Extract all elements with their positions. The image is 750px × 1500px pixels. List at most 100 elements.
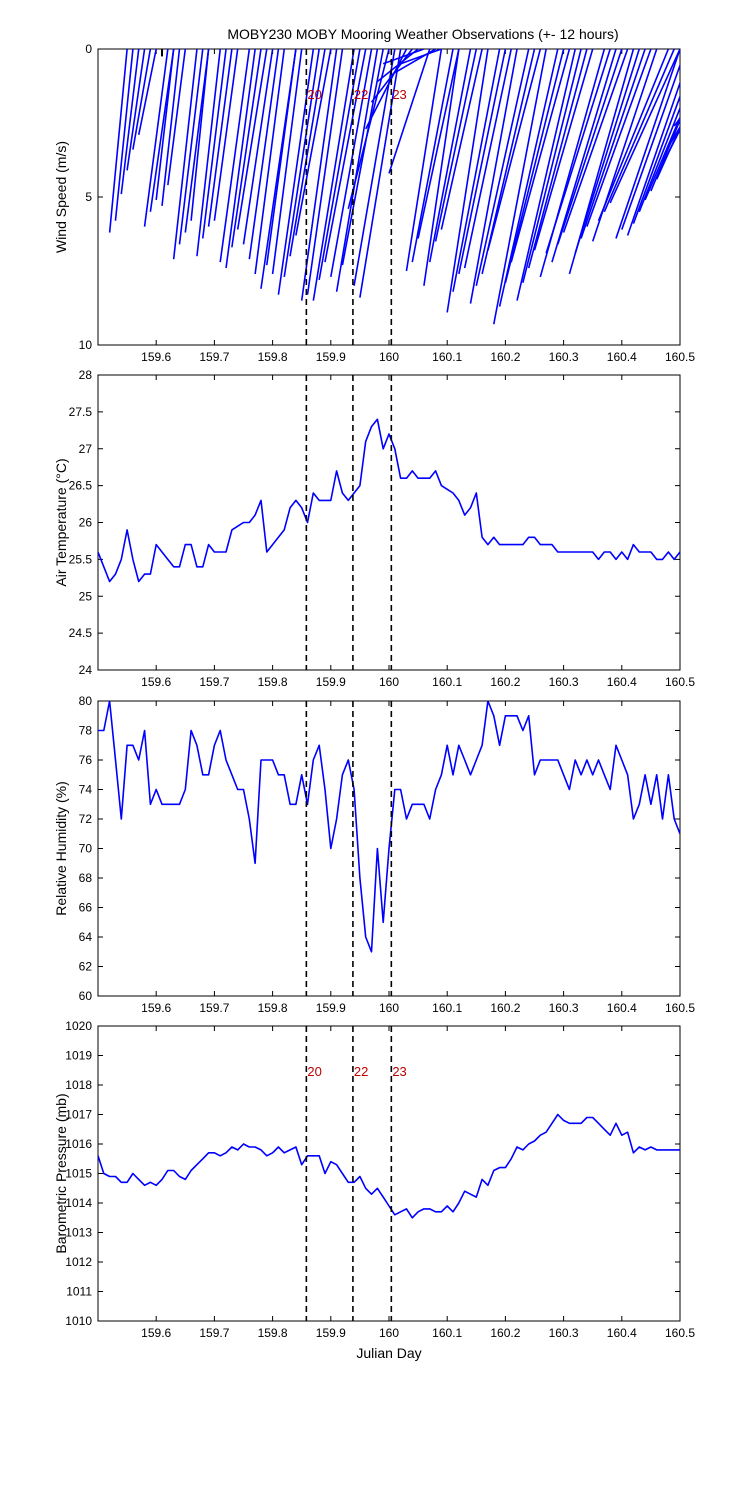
wind-stick	[504, 49, 565, 284]
wind-stick	[201, 49, 227, 239]
x-tick-label: 160.3	[549, 1001, 579, 1015]
wind-stick	[306, 49, 344, 295]
wind-stick	[626, 80, 680, 236]
wind-stick	[463, 49, 513, 269]
panel-4: 159.6 159.7 159.8 159.9 160 160.1 160.2 160.3 16…	[53, 1019, 695, 1361]
y-tick-label: 5	[85, 190, 92, 204]
x-tick-label: 159.7	[199, 1001, 229, 1015]
x-tick-label: 160	[379, 1001, 399, 1015]
wind-stick	[487, 49, 542, 251]
y-tick-label: 74	[79, 783, 93, 797]
wind-stick	[359, 49, 402, 298]
y-tick-label: 1015	[65, 1167, 92, 1181]
y-tick-label: 25.5	[69, 552, 93, 566]
x-tick-label: 160.2	[490, 350, 520, 364]
y-tick-label: 28	[79, 368, 93, 382]
x-tick-label: 159.8	[258, 675, 288, 689]
x-tick-label: 160.4	[607, 675, 637, 689]
wind-stick	[644, 115, 680, 201]
y-tick-label: 1012	[65, 1255, 92, 1269]
wind-stick	[533, 49, 594, 251]
wind-stick	[452, 49, 501, 292]
y-tick-label: 68	[79, 871, 93, 885]
panel-1: 159.6 159.7 159.8 159.9 160 160.1 160.2 160.3 16…	[53, 42, 695, 364]
series-line	[98, 1113, 680, 1219]
y-tick-label: 1020	[65, 1019, 92, 1033]
wind-stick	[289, 49, 326, 257]
x-tick-label: 160.2	[490, 1326, 520, 1340]
y-tick-label: 72	[79, 812, 93, 826]
wind-stick	[492, 49, 547, 325]
panel-3: 159.6 159.7 159.8 159.9 160 160.1 160.2 160.3 16…	[53, 694, 695, 1015]
x-tick-label: 159.9	[316, 350, 346, 364]
y-tick-label: 78	[79, 724, 93, 738]
marker-label: 22	[354, 87, 368, 102]
y-tick-label: 64	[79, 930, 93, 944]
y-tick-label: 1011	[66, 1285, 92, 1299]
x-tick-label: 159.9	[316, 1326, 346, 1340]
x-tick-label: 160	[379, 1326, 399, 1340]
wind-stick	[475, 49, 530, 286]
x-tick-label: 159.9	[316, 675, 346, 689]
y-tick-label: 27	[79, 442, 93, 456]
wind-stick	[423, 49, 460, 286]
x-tick-label: 159.7	[199, 1326, 229, 1340]
wind-stick	[615, 49, 680, 239]
wind-stick	[551, 49, 617, 263]
wind-stick	[225, 49, 256, 269]
x-tick-label: 160.3	[549, 675, 579, 689]
wind-stick	[155, 49, 175, 201]
wind-stick	[440, 49, 483, 230]
data-group	[98, 418, 680, 583]
x-tick-label: 160.4	[607, 1326, 637, 1340]
x-tick-label: 159.9	[316, 1001, 346, 1015]
wind-stick	[108, 49, 128, 233]
wind-stick	[580, 49, 646, 239]
wind-stick	[172, 49, 198, 260]
wind-stick	[196, 49, 222, 257]
y-axis-label: Barometric Pressure (mb)	[53, 1093, 69, 1253]
x-tick-label: 160.2	[490, 675, 520, 689]
wind-stick	[207, 49, 233, 227]
wind-stick	[167, 49, 187, 186]
wind-stick	[143, 49, 169, 227]
wind-stick	[661, 128, 680, 165]
x-tick-label: 160.3	[549, 350, 579, 364]
x-tick-label: 159.7	[199, 350, 229, 364]
wind-stick	[428, 49, 472, 263]
wind-stick	[562, 49, 629, 233]
data-group	[108, 49, 680, 325]
wind-stick	[545, 49, 611, 254]
wind-stick	[557, 49, 623, 245]
x-tick-label: 159.6	[141, 1326, 171, 1340]
x-tick-label: 160.2	[490, 1001, 520, 1015]
wind-stick	[417, 49, 460, 239]
wind-stick	[283, 49, 320, 278]
wind-stick	[300, 49, 338, 301]
wind-stick	[277, 49, 315, 295]
wind-stick	[324, 49, 367, 263]
x-tick-label: 159.8	[258, 1001, 288, 1015]
x-tick-label: 159.7	[199, 675, 229, 689]
wind-stick	[522, 49, 582, 284]
wind-stick	[126, 49, 146, 171]
x-axis-label: Julian Day	[356, 1345, 421, 1361]
series-line	[98, 701, 680, 953]
x-tick-label: 160.4	[607, 350, 637, 364]
wind-stick	[295, 49, 332, 236]
y-axis-label: Wind Speed (m/s)	[53, 141, 69, 253]
wind-stick	[114, 49, 134, 221]
y-axis-label: Air Temperature (°C)	[53, 458, 69, 586]
y-tick-label: 27.5	[69, 405, 93, 419]
wind-stick	[353, 49, 396, 286]
y-tick-label: 24.5	[69, 626, 93, 640]
wind-stick	[446, 49, 489, 313]
x-tick-label: 160.5	[665, 1326, 695, 1340]
wind-stick	[120, 49, 140, 195]
x-tick-label: 160	[379, 350, 399, 364]
x-tick-label: 160.1	[432, 350, 462, 364]
y-axis-label: Relative Humidity (%)	[53, 781, 69, 916]
wind-stick	[458, 49, 507, 275]
